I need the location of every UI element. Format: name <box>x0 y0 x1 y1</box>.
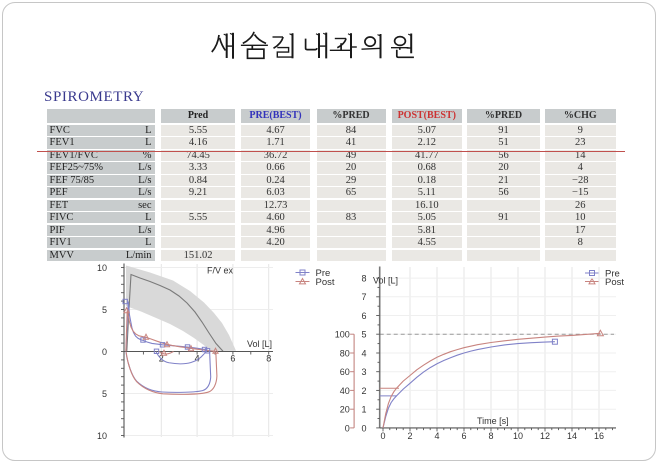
svg-text:0: 0 <box>380 431 385 441</box>
svg-text:40: 40 <box>340 386 350 396</box>
svg-text:4: 4 <box>434 431 439 441</box>
svg-text:4: 4 <box>195 354 200 364</box>
svg-text:Vol [L]: Vol [L] <box>247 339 272 349</box>
svg-text:10: 10 <box>513 431 523 441</box>
svg-text:10: 10 <box>97 431 107 441</box>
svg-text:20: 20 <box>340 405 350 415</box>
svg-text:5: 5 <box>102 389 107 399</box>
svg-text:8: 8 <box>488 431 493 441</box>
svg-text:Pre: Pre <box>316 268 331 279</box>
svg-text:14: 14 <box>567 431 577 441</box>
svg-text:5: 5 <box>102 305 107 315</box>
svg-text:6: 6 <box>361 311 366 321</box>
svg-text:2: 2 <box>361 386 366 396</box>
svg-text:7: 7 <box>361 292 366 302</box>
svg-text:2: 2 <box>407 431 412 441</box>
svg-text:Pre: Pre <box>605 268 620 279</box>
svg-text:3: 3 <box>361 367 366 377</box>
svg-text:80: 80 <box>340 348 350 358</box>
svg-text:12: 12 <box>540 431 550 441</box>
svg-text:8: 8 <box>266 354 271 364</box>
svg-text:0: 0 <box>361 423 366 433</box>
svg-text:Post: Post <box>316 277 335 288</box>
svg-text:16: 16 <box>594 431 604 441</box>
svg-text:100: 100 <box>335 330 350 340</box>
svg-text:5: 5 <box>361 330 366 340</box>
svg-text:Time [s]: Time [s] <box>477 416 509 426</box>
svg-text:Post: Post <box>605 277 624 288</box>
svg-text:1: 1 <box>361 405 366 415</box>
svg-text:60: 60 <box>340 367 350 377</box>
svg-text:10: 10 <box>97 263 107 273</box>
svg-text:0: 0 <box>102 347 107 357</box>
svg-text:Vol [L]: Vol [L] <box>373 276 398 286</box>
svg-text:0: 0 <box>345 423 350 433</box>
svg-text:F/V ex: F/V ex <box>207 266 234 276</box>
svg-text:6: 6 <box>461 431 466 441</box>
svg-text:6: 6 <box>230 354 235 364</box>
svg-text:4: 4 <box>361 348 366 358</box>
svg-text:8: 8 <box>361 274 366 284</box>
